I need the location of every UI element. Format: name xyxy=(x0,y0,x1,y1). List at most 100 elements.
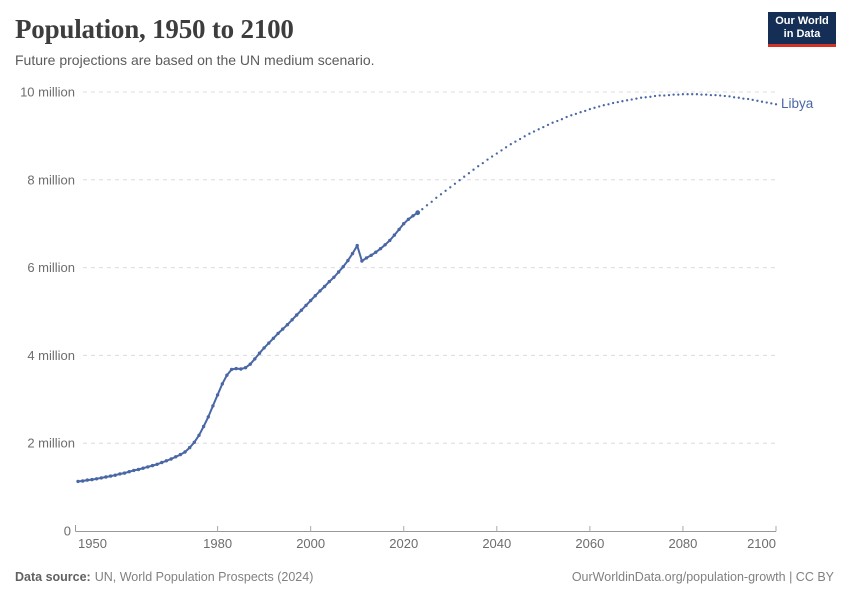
x-tick-label: 2040 xyxy=(482,536,511,551)
data-point xyxy=(402,222,406,226)
observed-line xyxy=(77,211,419,483)
data-point xyxy=(360,259,364,263)
data-point xyxy=(229,367,234,372)
data-point xyxy=(299,308,304,312)
logo-line1: Our World xyxy=(775,15,829,27)
y-tick-label: 2 million xyxy=(27,436,75,451)
data-point xyxy=(392,233,397,237)
data-point xyxy=(234,366,238,371)
projection-point xyxy=(635,97,638,100)
data-point xyxy=(411,214,415,218)
projection-point xyxy=(439,193,443,196)
data-point xyxy=(267,341,271,345)
projection-point xyxy=(621,100,624,103)
projection-point xyxy=(546,123,550,127)
projection-point xyxy=(639,96,643,99)
data-point xyxy=(290,318,294,322)
data-point xyxy=(355,243,359,248)
projection-point xyxy=(677,93,680,96)
projection-point xyxy=(760,100,764,103)
projection-point xyxy=(584,109,587,113)
data-point xyxy=(99,476,104,480)
data-point xyxy=(113,473,117,477)
projection-point xyxy=(653,94,657,98)
data-point xyxy=(94,477,99,481)
data-point xyxy=(85,478,90,482)
data-point xyxy=(253,357,257,361)
projection-point xyxy=(579,111,582,114)
data-point xyxy=(313,294,317,298)
projection-point xyxy=(607,103,610,106)
y-tick-label: 6 million xyxy=(27,260,75,275)
data-point xyxy=(309,298,313,303)
data-point xyxy=(141,466,145,470)
data-point xyxy=(178,452,183,457)
data-point xyxy=(341,265,345,269)
projection-point xyxy=(425,204,429,207)
projection-point xyxy=(714,93,717,97)
projection-point xyxy=(565,115,568,119)
data-point xyxy=(211,404,215,408)
data-point xyxy=(271,336,276,340)
projection-point xyxy=(593,106,596,109)
projection-point xyxy=(490,155,494,158)
projection-point xyxy=(644,96,647,99)
projection-point xyxy=(495,152,498,155)
projection-point xyxy=(649,95,652,98)
projection-point xyxy=(477,165,480,168)
page-title: Population, 1950 to 2100 xyxy=(15,14,294,44)
data-point xyxy=(192,440,196,444)
data-point xyxy=(132,468,136,473)
chart-header: Population, 1950 to 2100 Future projecti… xyxy=(0,0,850,80)
data-point xyxy=(118,472,122,476)
projection-point xyxy=(556,119,559,123)
projection-point xyxy=(481,161,484,165)
data-point xyxy=(304,303,308,308)
data-point xyxy=(322,284,327,289)
data-point xyxy=(406,217,411,221)
projection-point xyxy=(667,93,671,97)
projection-point xyxy=(588,107,592,111)
data-point xyxy=(243,366,248,370)
data-point xyxy=(160,460,164,465)
data-point xyxy=(285,323,290,327)
data-point xyxy=(136,467,141,472)
data-point xyxy=(364,256,369,260)
series-label-libya: Libya xyxy=(781,96,814,111)
y-tick-label: 8 million xyxy=(27,172,75,187)
data-point xyxy=(81,479,85,483)
x-tick-label: 2060 xyxy=(575,536,604,551)
data-point xyxy=(383,243,387,247)
x-tick-label: 2000 xyxy=(296,536,325,551)
y-tick-label: 10 million xyxy=(20,85,75,100)
x-tick-label: 2100 xyxy=(747,536,776,551)
x-tick-label: 1980 xyxy=(203,536,232,551)
data-point xyxy=(183,450,187,454)
projection-point xyxy=(598,105,601,108)
projection-point xyxy=(672,93,675,96)
data-point xyxy=(327,279,331,284)
projection-point xyxy=(421,208,424,211)
data-point xyxy=(336,270,341,274)
projection-point xyxy=(444,189,447,192)
data-source-label: Data source: xyxy=(15,570,91,584)
y-tick-label: 4 million xyxy=(27,348,75,363)
latest-data-point xyxy=(415,210,421,216)
projection-point xyxy=(737,96,740,99)
projection-point xyxy=(705,93,708,96)
owid-attribution-link[interactable]: OurWorldinData.org/population-growth | C… xyxy=(571,570,834,584)
data-point xyxy=(220,382,224,386)
projection-point xyxy=(686,93,689,96)
projection-point xyxy=(514,140,517,143)
data-point xyxy=(104,475,108,479)
projection-point xyxy=(742,97,745,100)
data-point xyxy=(169,457,173,461)
projection-point xyxy=(723,94,726,98)
projection-point xyxy=(449,186,452,189)
projection-point xyxy=(570,114,573,117)
projection-point xyxy=(518,137,522,141)
chart-subtitle: Future projections are based on the UN m… xyxy=(15,52,375,68)
projection-point xyxy=(463,175,466,178)
projection-point xyxy=(691,93,694,96)
data-point xyxy=(150,463,155,468)
